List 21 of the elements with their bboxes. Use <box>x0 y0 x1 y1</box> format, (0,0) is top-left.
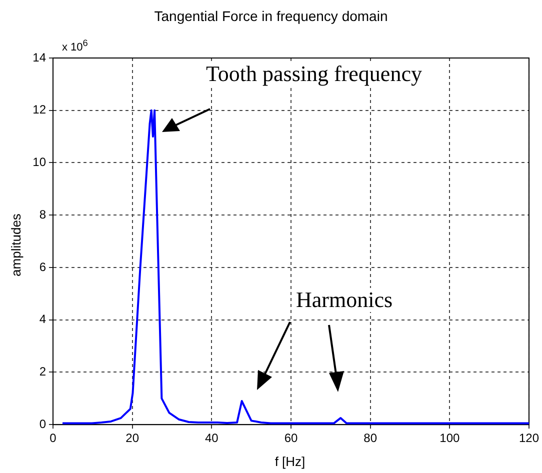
y-tick-label: 4 <box>39 312 46 326</box>
text: x 10$^{6}$ <box>62 38 88 54</box>
y-tick-label: 0 <box>39 416 46 431</box>
y-tick-label: 6 <box>39 260 46 274</box>
chart-title: Tangential Force in frequency domain <box>153 8 389 24</box>
y-tick-label: 10 <box>32 155 46 170</box>
y-tick-label: 12 <box>32 102 46 117</box>
x-tick-label: 60 <box>284 431 298 446</box>
annotation: Tooth passing frequency <box>206 61 422 86</box>
x-axis-title: f [Hz] <box>274 454 306 469</box>
annotation: Harmonics <box>296 287 393 312</box>
x-tick-label: 0 <box>50 431 57 446</box>
y-axis-title: amplitudes <box>8 214 24 276</box>
x-tick-label: 100 <box>440 431 460 446</box>
y-tick-label: 14 <box>32 50 46 64</box>
x-tick-label: 40 <box>204 431 219 446</box>
y-tick-label: 8 <box>39 207 46 222</box>
x-tick-label: 80 <box>364 431 378 446</box>
x-tick-label: 120 <box>518 431 540 446</box>
x-tick-label: 20 <box>126 431 140 446</box>
y-tick-label: 2 <box>39 364 46 379</box>
